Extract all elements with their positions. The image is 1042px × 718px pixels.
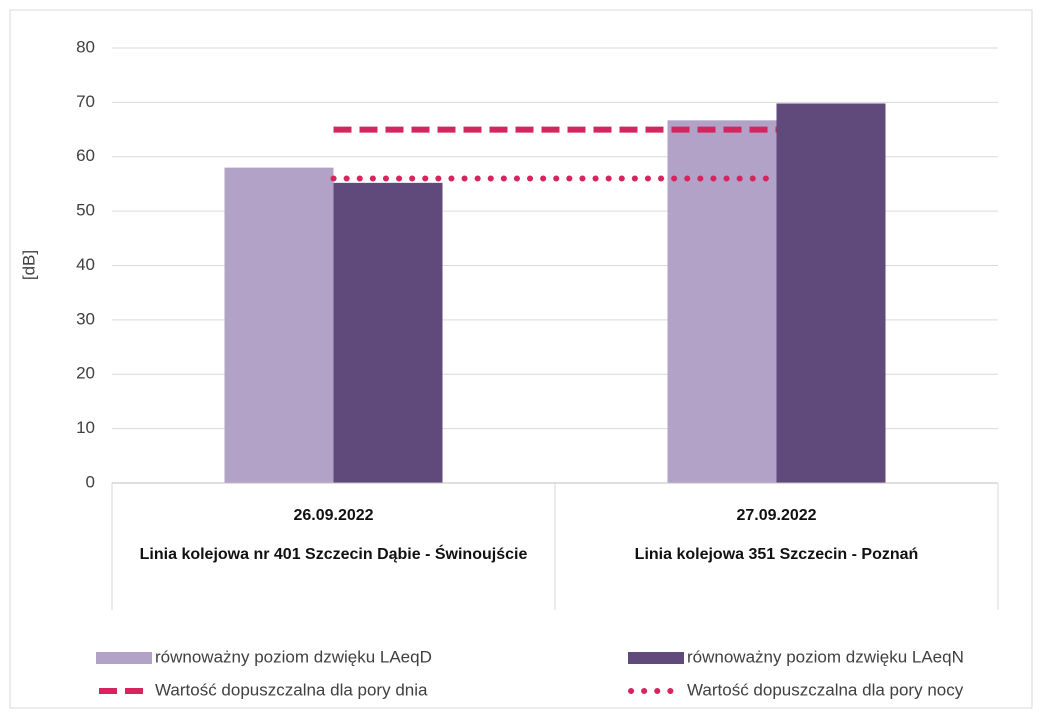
y-tick-label: 10 xyxy=(76,418,95,437)
legend-label: równoważny poziom dzwięku LAeqD xyxy=(155,647,432,666)
y-tick-label: 20 xyxy=(76,364,95,383)
legend-swatch xyxy=(96,652,152,664)
chart-border xyxy=(9,9,1033,709)
y-tick-label: 80 xyxy=(76,37,95,56)
y-tick-label: 70 xyxy=(76,92,95,111)
bar xyxy=(776,103,886,484)
y-axis-label: [dB] xyxy=(19,250,38,280)
bar xyxy=(667,120,777,483)
legend-label: Wartość dopuszczalna dla pory nocy xyxy=(687,680,964,699)
y-tick-label: 50 xyxy=(76,201,95,220)
legend-swatch xyxy=(628,652,684,664)
x-group-label: Linia kolejowa 351 Szczecin - Poznań xyxy=(634,546,919,563)
y-tick-label: 0 xyxy=(86,472,95,491)
bar xyxy=(224,167,334,483)
bar xyxy=(333,182,443,483)
y-tick-label: 40 xyxy=(76,255,95,274)
x-group-label: Linia kolejowa nr 401 Szczecin Dąbie - Ś… xyxy=(139,546,528,563)
legend-label: Wartość dopuszczalna dla pory dnia xyxy=(155,680,428,699)
legend-label: równoważny poziom dzwięku LAeqN xyxy=(687,647,964,666)
y-tick-label: 30 xyxy=(76,309,95,328)
x-tick-label: 27.09.2022 xyxy=(736,507,817,524)
x-tick-label: 26.09.2022 xyxy=(293,507,374,524)
y-tick-label: 60 xyxy=(76,146,95,165)
